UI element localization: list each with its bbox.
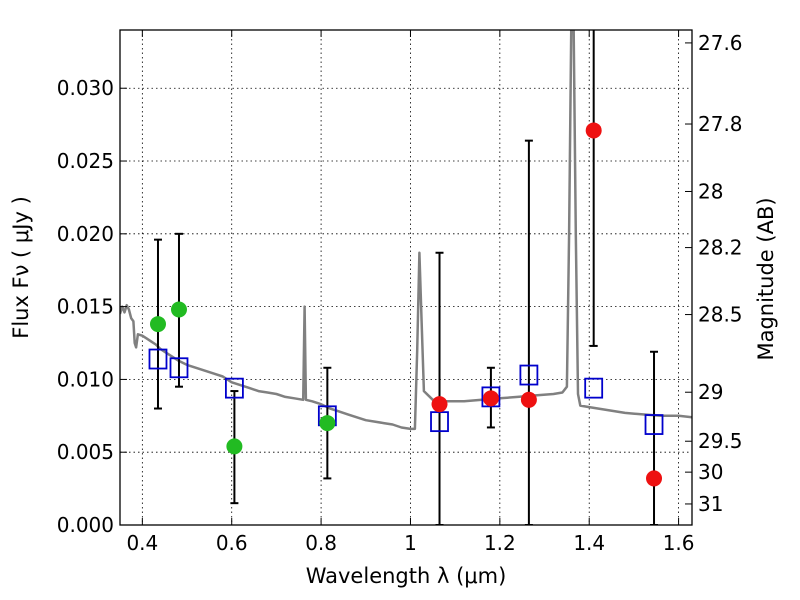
y-tick-label: 0.005 [57, 440, 114, 464]
spectrum-line [120, 30, 692, 431]
y-tick-label: 0.015 [57, 295, 114, 319]
data-point [149, 316, 166, 333]
x-tick-label: 0.6 [216, 531, 248, 555]
y-tick-label: 0.020 [57, 222, 114, 246]
right-tick-label: 29.5 [698, 429, 743, 453]
right-tick-label: 31 [698, 492, 723, 516]
data-point [520, 391, 537, 408]
y-axis-label-right: Magnitude (AB) [754, 197, 778, 360]
right-tick-label: 29 [698, 380, 723, 404]
model-square-marker [224, 377, 244, 399]
data-point [646, 470, 663, 487]
x-tick-label: 1 [404, 531, 417, 555]
x-tick-label: 1.6 [663, 531, 695, 555]
x-axis-label: Wavelength λ (μm) [306, 564, 507, 588]
marker-layer [148, 122, 664, 487]
model-square-marker [169, 357, 189, 379]
x-tick-label: 0.4 [126, 531, 158, 555]
y-tick-label: 0.025 [57, 149, 114, 173]
model-square-marker [519, 364, 539, 386]
x-tick-label: 1.4 [573, 531, 605, 555]
right-tick-label: 28 [698, 179, 723, 203]
model-square-marker [148, 348, 168, 370]
y-tick-label: 0.000 [57, 513, 114, 537]
right-tick-label: 30 [698, 460, 723, 484]
model-square-marker [644, 414, 664, 435]
model-square-marker [584, 377, 604, 399]
model-square-marker [481, 386, 501, 408]
plot-frame [119, 29, 693, 526]
data-point [319, 415, 336, 432]
data-point [482, 390, 499, 407]
y-axis-label: Flux Fν ( μJy ) [9, 196, 33, 339]
x-tick-label: 0.8 [305, 531, 337, 555]
tick-labels: 0.4 0.6 0.8 1 1.2 1.4 1.6 0.000 0.005 0.010 0.015 0… [57, 31, 743, 555]
data-point [170, 301, 187, 318]
tick-layer [120, 30, 692, 526]
right-tick-label: 28.5 [698, 303, 743, 327]
right-tick-label: 28.2 [698, 236, 743, 260]
y-tick-label: 0.010 [57, 367, 114, 391]
data-point [585, 122, 602, 139]
right-tick-label: 27.6 [698, 31, 743, 55]
grid-lines [120, 30, 692, 526]
y-tick-label: 0.030 [57, 76, 114, 100]
data-point [226, 438, 243, 455]
spectrum-layer [120, 30, 692, 431]
x-tick-label: 1.2 [484, 531, 516, 555]
data-point [431, 396, 448, 413]
right-tick-label: 27.8 [698, 112, 743, 136]
